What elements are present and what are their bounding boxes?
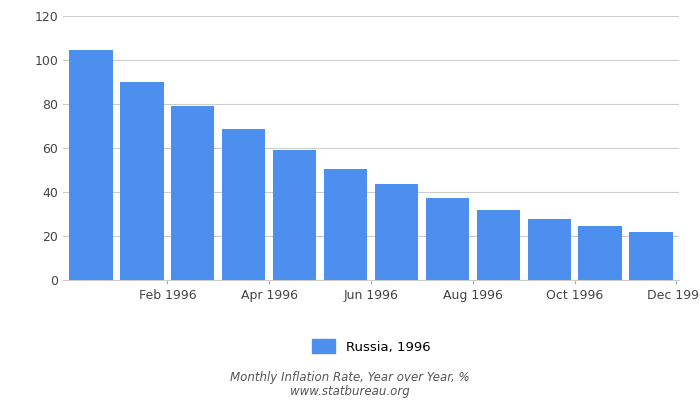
Bar bbox=[273, 150, 316, 280]
Legend: Russia, 1996: Russia, 1996 bbox=[312, 339, 430, 354]
Bar bbox=[477, 210, 520, 280]
Bar bbox=[172, 106, 214, 280]
Bar bbox=[324, 169, 368, 280]
Bar bbox=[120, 82, 164, 280]
Bar bbox=[374, 184, 418, 280]
Bar bbox=[528, 219, 570, 280]
Bar bbox=[578, 226, 622, 280]
Bar bbox=[222, 129, 265, 280]
Bar bbox=[69, 50, 113, 280]
Bar bbox=[629, 232, 673, 280]
Bar bbox=[426, 198, 469, 280]
Text: www.statbureau.org: www.statbureau.org bbox=[290, 385, 410, 398]
Text: Monthly Inflation Rate, Year over Year, %: Monthly Inflation Rate, Year over Year, … bbox=[230, 372, 470, 384]
